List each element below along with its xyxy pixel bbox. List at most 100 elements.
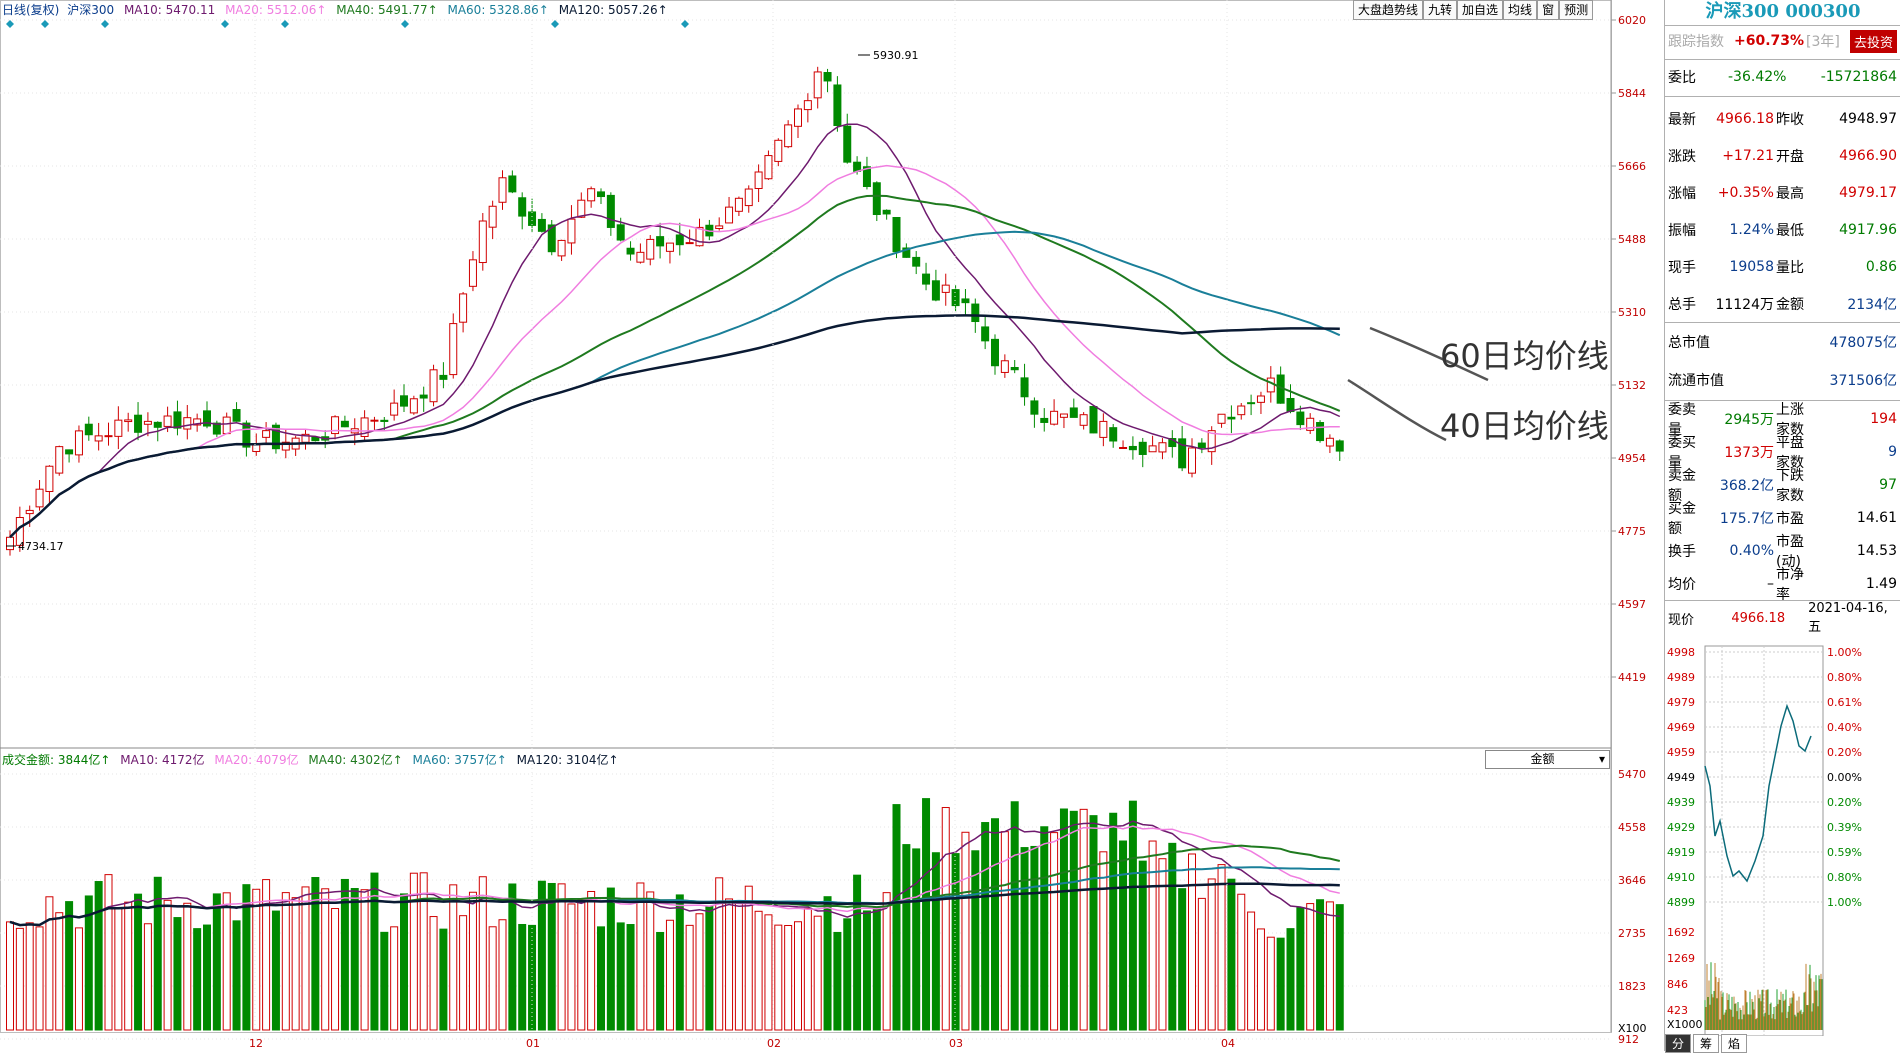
volume-bar	[124, 901, 133, 1031]
volume-bar	[941, 807, 950, 1031]
candle-body	[1296, 411, 1305, 426]
candle-body	[823, 72, 832, 82]
track-value: +60.73%	[1734, 33, 1805, 49]
candle-body	[1119, 447, 1128, 450]
volume-bar	[1227, 878, 1236, 1031]
volume-bar	[1266, 936, 1275, 1031]
candle-body	[1109, 427, 1118, 442]
volume-bar	[1020, 847, 1029, 1031]
volume-bar	[429, 916, 438, 1031]
candle-body	[1325, 437, 1334, 447]
legend-name: 沪深300	[67, 3, 114, 17]
quote-label: 市净率	[1776, 566, 1804, 603]
annotation-arrow-40	[1347, 378, 1447, 442]
candle-body	[882, 209, 891, 215]
legend-ma40: MA40: 5491.77↑	[336, 3, 437, 17]
weibi-pct: -36.42%	[1728, 69, 1787, 85]
candle-body	[547, 224, 556, 253]
volume-bar	[400, 893, 408, 1031]
quote-label: 涨幅	[1668, 185, 1696, 202]
volume-bar	[902, 844, 911, 1031]
quote-label: 最高	[1776, 185, 1804, 202]
quote-value: 1.24%	[1729, 221, 1774, 238]
weibi-row: 委比 -36.42% -15721864	[1665, 62, 1900, 92]
candle-body	[537, 218, 546, 232]
intraday-right-tick: 0.39%	[1827, 821, 1862, 834]
candle-body	[222, 416, 231, 435]
quote-panel: 沪深300 000300 跟踪指数 +60.73% [3年] 去投资 委比 -3…	[1664, 0, 1900, 1053]
price-tick-9: 4419	[1618, 671, 1646, 684]
candle-body	[459, 293, 468, 323]
intraday-vol-tick: 423	[1667, 1004, 1688, 1017]
intraday-date: 2021-04-16,五	[1808, 601, 1888, 635]
toolbar-button-0[interactable]: 大盘趋势线	[1353, 0, 1424, 20]
candle-body	[1079, 414, 1088, 426]
amount-selector[interactable]: 金额 ▾	[1485, 750, 1610, 769]
volume-bar	[931, 852, 940, 1031]
quote-label: 均价	[1668, 576, 1696, 593]
quote-value: 1373万	[1724, 444, 1774, 461]
price-tick-4: 5310	[1618, 306, 1646, 319]
intraday-tab-0[interactable]: 分	[1665, 1034, 1692, 1053]
volume-bar	[1286, 928, 1295, 1031]
intraday-tab-1[interactable]: 筹	[1693, 1034, 1720, 1053]
diamond-markers	[6, 20, 689, 28]
candle-body	[892, 216, 901, 253]
volume-bar	[409, 872, 418, 1031]
volume-bar	[1109, 812, 1118, 1031]
candle-body	[1148, 445, 1157, 453]
candle-body	[498, 177, 507, 203]
candle-body	[449, 323, 458, 376]
candle-body	[429, 369, 438, 403]
candle-body	[902, 247, 911, 258]
mktcap-label: 总市值	[1668, 335, 1710, 351]
candle-body	[390, 402, 399, 416]
quote-value: 194	[1870, 410, 1897, 427]
intraday-left-tick: 4910	[1667, 871, 1695, 884]
candle-body	[193, 418, 202, 426]
float-row: 流通市值 371506亿	[1665, 362, 1900, 398]
quote-label: 市盈(动)	[1776, 533, 1804, 570]
low-price-label: 4734.17	[18, 540, 64, 553]
weibi-value: -15721864	[1820, 69, 1897, 85]
volume-bar	[823, 896, 832, 1031]
toolbar-button-1[interactable]: 九转	[1423, 0, 1458, 20]
quote-value: 2945万	[1724, 411, 1774, 428]
candle-body	[912, 256, 921, 267]
volume-bar	[1079, 808, 1088, 1031]
volume-bar	[734, 900, 743, 1031]
volume-bar	[1168, 842, 1177, 1031]
candle-body	[1059, 413, 1068, 418]
volume-bar	[1188, 853, 1196, 1031]
toolbar-button-2[interactable]: 加自选	[1457, 0, 1504, 20]
candle-body	[774, 139, 783, 162]
volume-bar	[1099, 851, 1108, 1031]
invest-button[interactable]: 去投资	[1849, 29, 1897, 53]
volume-bar	[193, 928, 202, 1031]
price-tick-6: 4954	[1618, 452, 1646, 465]
candle-body	[794, 108, 802, 127]
annotation-60-text: 60日均价线	[1440, 337, 1609, 375]
volume-bar	[1207, 878, 1216, 1031]
candle-body	[281, 441, 290, 451]
volume-bar	[646, 891, 655, 1031]
ma40-line	[9, 194, 1341, 539]
chevron-down-icon: ▾	[1598, 752, 1605, 766]
candle-body	[468, 259, 477, 287]
toolbar-button-5[interactable]: 预测	[1559, 0, 1594, 20]
candle-body	[616, 224, 625, 241]
candle-body	[25, 509, 34, 515]
quote-row: 换手 0.40% 市盈(动) 14.53	[1665, 534, 1900, 570]
intraday-tab-2[interactable]: 焰	[1721, 1034, 1748, 1053]
candle-body	[931, 280, 940, 301]
volume-bar	[134, 893, 143, 1031]
toolbar-button-4[interactable]: 窗	[1537, 0, 1560, 20]
candle-body	[1227, 416, 1236, 420]
candle-body	[114, 419, 123, 437]
candle-body	[1237, 405, 1246, 416]
toolbar-button-3[interactable]: 均线	[1503, 0, 1538, 20]
candle-body	[124, 419, 133, 423]
volume-bar	[853, 874, 862, 1031]
intraday-right-tick: 0.00%	[1827, 771, 1862, 784]
vol-legend-ma20: MA20: 4079亿	[214, 752, 298, 767]
